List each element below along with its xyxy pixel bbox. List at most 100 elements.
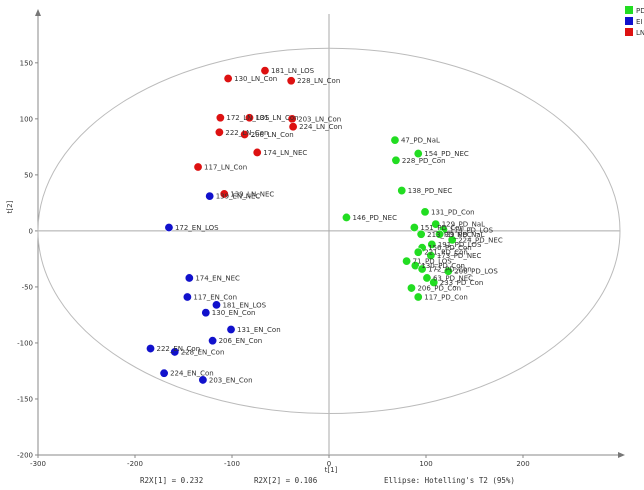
point-label: 172_EN_LOS xyxy=(175,224,219,232)
point-label: 117_LN_Con xyxy=(204,164,247,172)
point-en xyxy=(184,273,194,283)
point-label: 222_EN_Con xyxy=(157,345,201,353)
point-pd xyxy=(413,149,423,159)
y-tick-label: 100 xyxy=(20,115,33,123)
point-pd xyxy=(409,223,419,233)
point-pd xyxy=(427,239,437,249)
point-label: 228_EN_Con xyxy=(181,348,225,356)
point-label: 228_PD_Con xyxy=(402,157,446,165)
point-label: 29_PD_NaL xyxy=(446,231,485,239)
point-label: 131_EN_Con xyxy=(237,326,281,334)
point-label: 228_LN_Con xyxy=(297,77,340,85)
point-label: 222_LN_Con xyxy=(225,129,268,137)
point-ln xyxy=(214,127,224,137)
hotelling-ellipse-layer xyxy=(37,47,621,415)
point-label: 138_PD_NEC xyxy=(408,187,453,195)
point-pd xyxy=(391,155,401,165)
hotelling-t2-ellipse xyxy=(37,47,621,415)
y-tick-label: -150 xyxy=(17,395,33,403)
y-axis-label: t[2] xyxy=(6,200,14,213)
x-tick-label: 200 xyxy=(516,460,529,468)
point-label: 181_LN_LOS xyxy=(271,67,315,75)
point-label: 174_EN_NEC xyxy=(195,274,240,282)
footer: t[1] t[2] R2X[1] = 0.232 R2X[2] = 0.106 … xyxy=(6,200,515,485)
point-ln xyxy=(286,76,296,86)
point-label: 206_EN_Con xyxy=(219,337,263,345)
point-pd xyxy=(435,229,445,239)
point-en xyxy=(201,308,211,318)
point-label: 154_PD_NEC xyxy=(424,150,469,158)
point-pd xyxy=(417,264,427,274)
x-axis-arrow xyxy=(618,452,625,458)
point-en xyxy=(226,325,236,335)
point-label: 117_PD_Con xyxy=(424,294,468,302)
points-layer xyxy=(146,66,457,385)
point-label: 63_PD_NEC xyxy=(433,274,473,282)
point-pd xyxy=(431,219,441,229)
point-label: 151_PD_Con xyxy=(420,224,464,232)
point-pd xyxy=(397,186,407,196)
point-pd xyxy=(429,277,439,287)
point-en xyxy=(198,375,208,385)
y-tick-label: -50 xyxy=(22,283,33,291)
x-tick-label: 0 xyxy=(327,460,331,468)
y-tick-label: -200 xyxy=(17,452,33,460)
point-label: 131_LN_Con xyxy=(255,114,298,122)
point-label: 71_PD_LOS xyxy=(413,258,453,266)
point-pd xyxy=(406,283,416,293)
point-label: 130_EN_Con xyxy=(212,309,256,317)
y-tick-label: 0 xyxy=(29,227,33,235)
point-en xyxy=(205,191,215,201)
ellipse-readout: Ellipse: Hotelling's T2 (95%) xyxy=(384,476,515,485)
point-label: 221_PD_Con xyxy=(424,249,468,257)
point-en xyxy=(146,344,156,354)
legend-swatch-en xyxy=(625,17,633,25)
point-label: 146_PD_NEC xyxy=(352,214,397,222)
point-label: 224_EN_Con xyxy=(170,370,214,378)
x-tick-label: -200 xyxy=(127,460,143,468)
point-en xyxy=(211,300,221,310)
point-label: 130_PD_Con xyxy=(421,262,465,270)
point-label: 172_LN_LOS xyxy=(226,114,270,122)
point-label: 191_PD_LOS xyxy=(438,241,482,249)
point-label: 203_LN_Con xyxy=(298,115,341,123)
point-label: 224_PD_NEC xyxy=(458,236,503,244)
point-label: 139_EN_NEC xyxy=(216,193,261,201)
point-en xyxy=(164,223,174,233)
point-ln xyxy=(244,113,254,123)
point-label: 174_LN_NEC xyxy=(263,149,307,157)
y-tick-label: 50 xyxy=(24,171,33,179)
point-pd xyxy=(416,229,426,239)
point-ln xyxy=(252,147,262,157)
point-pd xyxy=(413,247,423,257)
point-label: 206_PD_Con xyxy=(417,285,461,293)
legend-swatch-pd xyxy=(625,6,633,14)
point-en xyxy=(182,292,192,302)
point-label: 233_PD_Con xyxy=(440,279,484,287)
point-label: 224_LN_Con xyxy=(299,123,342,131)
point-pd xyxy=(341,212,351,222)
axes: -300 -200 -100 0 100 200-200-150-100-50050100… xyxy=(17,9,625,468)
point-pd xyxy=(422,273,432,283)
point-ln xyxy=(223,74,233,84)
point-label: 114_PD_LOS xyxy=(449,226,493,234)
point-label: 130_LN_Con xyxy=(234,75,277,83)
legend-label-en: EI xyxy=(636,18,643,26)
point-label: 139_LN_NEC xyxy=(230,190,274,198)
x-tick-label: -300 xyxy=(30,460,46,468)
x-axis-label: t[1] xyxy=(325,466,338,474)
point-label: 131_PD_Con xyxy=(431,208,475,216)
point-label: 213_PD_NEC xyxy=(427,231,472,239)
point-ln xyxy=(240,130,250,140)
point-label: 203_EN_Con xyxy=(209,376,253,384)
point-pd xyxy=(413,292,423,302)
point-label: 173_PD_NEC xyxy=(437,252,482,260)
point-label: 129_PD_NaL xyxy=(442,221,485,229)
point-ln xyxy=(193,162,203,172)
point-label: 117_EN_Con xyxy=(193,294,237,302)
legend-label-pd: PD xyxy=(636,7,644,15)
r2x1-readout: R2X[1] = 0.232 xyxy=(140,476,203,485)
